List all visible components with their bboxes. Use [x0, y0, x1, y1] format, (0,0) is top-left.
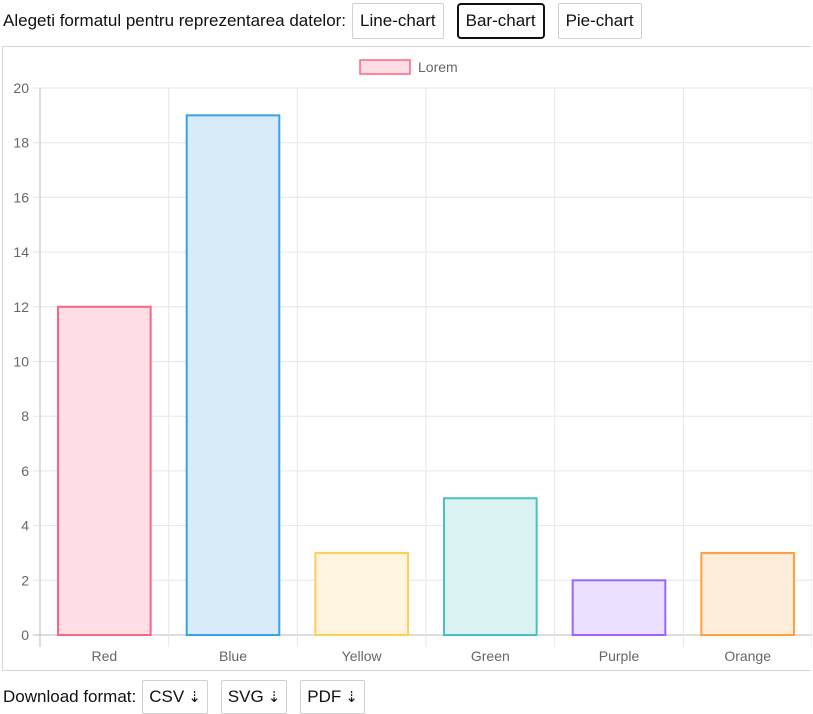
bar-red: [57, 305, 152, 636]
x-tick-label: Blue: [219, 648, 247, 664]
x-tick-label: Red: [91, 648, 117, 664]
download-csv-label: CSV: [149, 687, 185, 706]
bar-chart-button[interactable]: Bar-chart: [456, 3, 545, 39]
download-arrow-icon: ⇣: [345, 689, 358, 706]
bar-chart: 0 2 4 6 8 10 12 14 16 18 20 Red Blue Yellow Green Purpl…: [13, 59, 812, 664]
download-pdf-button[interactable]: PDF ⇣: [300, 680, 365, 714]
bar-orange: [700, 551, 795, 637]
download-arrow-icon: ⇣: [267, 689, 281, 706]
y-tick-label: 16: [13, 189, 29, 205]
bar-purple: [571, 579, 667, 636]
y-tick-label: 14: [13, 244, 29, 260]
download-svg-label: SVG: [227, 687, 264, 706]
format-selector-label: Alegeti formatul pentru reprezentarea da…: [3, 11, 347, 30]
y-tick-label: 0: [21, 627, 29, 643]
download-csv-button[interactable]: CSV ⇣: [142, 680, 208, 714]
download-pdf-label: PDF: [307, 687, 342, 706]
y-tick-label: 20: [13, 80, 29, 96]
y-tick-label: 4: [21, 518, 29, 534]
y-tick-label: 8: [21, 408, 29, 424]
download-label: Download format:: [3, 687, 137, 706]
legend-swatch: [359, 59, 411, 75]
chart-container: 0 2 4 6 8 10 12 14 16 18 20 Red Blue Yellow Green Purpl…: [2, 46, 812, 671]
bar-blue: [185, 114, 281, 637]
download-bar: Download format: CSV ⇣ SVG ⇣ PDF ⇣: [3, 680, 378, 714]
y-tick-label: 12: [13, 299, 29, 315]
x-tick-label: Green: [471, 648, 510, 664]
download-arrow-icon: ⇣: [188, 689, 201, 706]
y-tick-label: 2: [21, 572, 29, 588]
legend-label: Lorem: [418, 59, 458, 75]
x-tick-label: Orange: [724, 648, 771, 664]
format-selector: Alegeti formatul pentru reprezentarea da…: [3, 2, 655, 40]
download-svg-button[interactable]: SVG ⇣: [220, 680, 288, 714]
x-tick-label: Yellow: [342, 648, 383, 664]
y-tick-label: 18: [13, 135, 29, 151]
bar-green: [443, 497, 538, 636]
line-chart-button[interactable]: Line-chart: [352, 3, 444, 39]
x-tick-label: Purple: [599, 648, 640, 664]
bar-yellow: [314, 551, 409, 637]
y-tick-label: 10: [13, 354, 29, 370]
pie-chart-button[interactable]: Pie-chart: [557, 3, 642, 39]
y-tick-label: 6: [21, 463, 29, 479]
